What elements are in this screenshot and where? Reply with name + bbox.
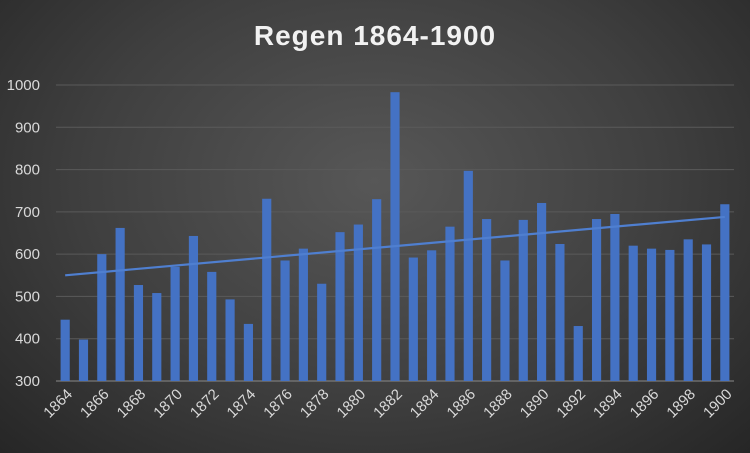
x-tick-label: 1884 — [407, 386, 443, 422]
x-tick-label: 1874 — [224, 386, 260, 422]
x-tick-label: 1870 — [150, 386, 186, 422]
y-tick-label: 400 — [15, 331, 40, 348]
y-tick-label: 300 — [15, 373, 40, 390]
y-tick-label: 900 — [15, 119, 40, 136]
bar — [500, 260, 510, 381]
x-tick-label: 1896 — [627, 386, 663, 422]
bar — [390, 92, 400, 381]
bar — [188, 235, 199, 381]
bar — [170, 266, 180, 381]
bar — [555, 243, 565, 381]
bar — [262, 198, 272, 381]
x-tick-label: 1866 — [77, 386, 113, 422]
bar — [115, 227, 125, 381]
x-tick-label: 1880 — [334, 386, 370, 422]
bar — [610, 213, 620, 381]
bar — [97, 254, 107, 381]
bar — [298, 248, 308, 381]
x-tick-label: 1890 — [517, 386, 553, 422]
x-tick-label: 1894 — [590, 386, 626, 422]
bar — [152, 293, 162, 381]
y-tick-label: 1000 — [7, 77, 40, 94]
y-tick-label: 500 — [15, 288, 40, 305]
x-tick-label: 1888 — [480, 386, 516, 422]
bar — [207, 271, 217, 381]
bar — [60, 319, 70, 381]
bar — [537, 202, 547, 381]
bar — [353, 224, 363, 381]
bar — [720, 204, 730, 381]
x-tick-label: 1876 — [260, 386, 296, 422]
x-tick-label: 1892 — [553, 386, 589, 422]
x-tick-label: 1898 — [663, 386, 699, 422]
x-tick-label: 1878 — [297, 386, 333, 422]
chart-title: Regen 1864-1900 — [253, 20, 497, 51]
bar — [683, 239, 693, 381]
bar — [445, 226, 455, 381]
bar — [335, 232, 345, 381]
bar — [701, 244, 712, 381]
bar — [665, 249, 675, 381]
bar — [372, 199, 382, 381]
bar — [225, 299, 235, 381]
bar — [280, 260, 290, 381]
x-tick-label: 1882 — [370, 386, 406, 422]
bar — [482, 219, 492, 381]
bar — [646, 248, 657, 381]
x-tick-label: 1900 — [700, 386, 736, 422]
bar — [317, 283, 327, 381]
bar — [573, 326, 583, 381]
bar — [628, 245, 638, 381]
bar — [78, 339, 89, 381]
bar — [133, 285, 144, 381]
x-tick-label: 1864 — [40, 386, 76, 422]
bar — [591, 219, 602, 381]
y-tick-label: 800 — [15, 162, 40, 179]
bar — [427, 250, 437, 381]
bar — [463, 170, 473, 381]
bar — [243, 323, 253, 381]
x-tick-label: 1868 — [114, 386, 150, 422]
trendline — [65, 215, 725, 277]
x-tick-label: 1872 — [187, 386, 223, 422]
bar — [518, 219, 528, 381]
bar — [408, 257, 418, 381]
y-tick-label: 700 — [15, 204, 40, 221]
x-tick-label: 1886 — [444, 386, 480, 422]
y-tick-label: 600 — [15, 246, 40, 263]
